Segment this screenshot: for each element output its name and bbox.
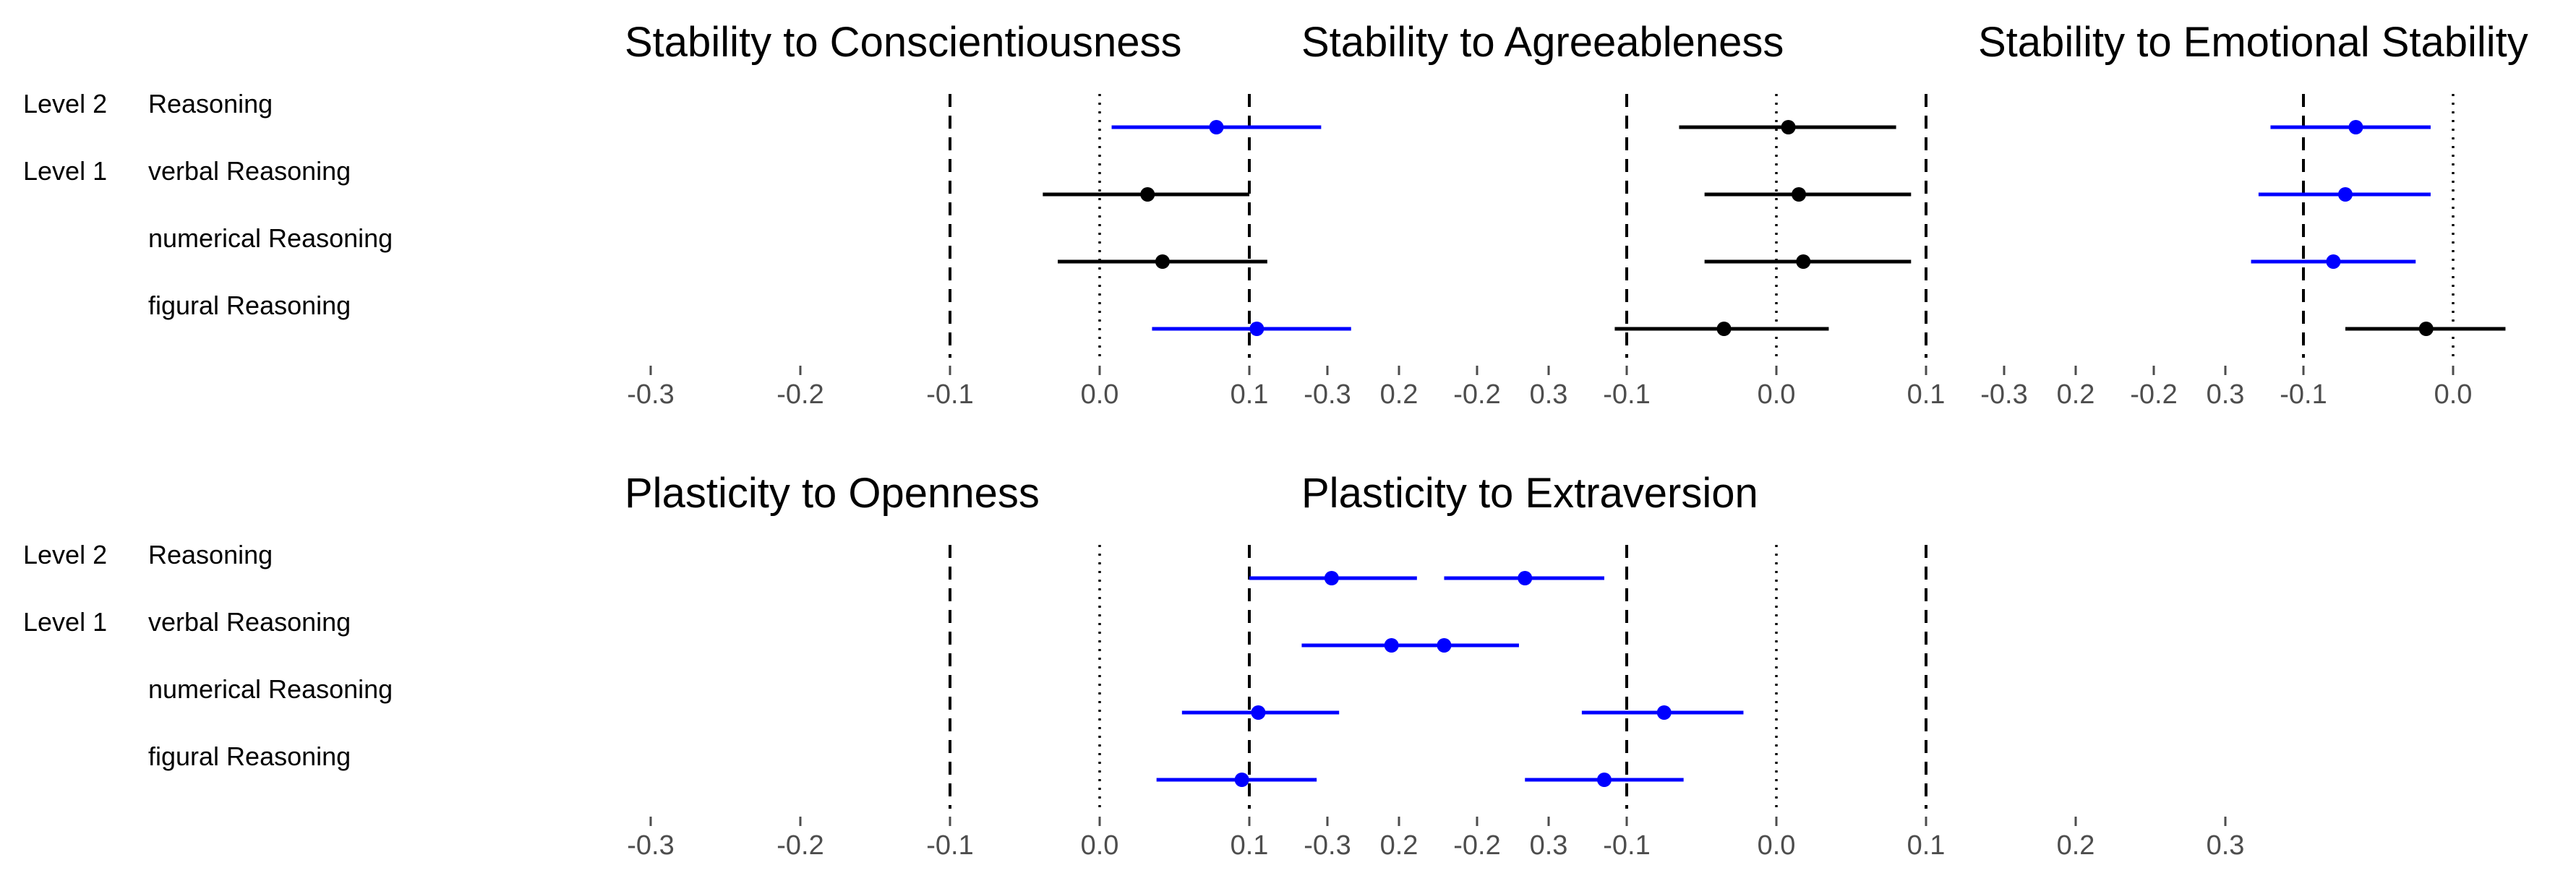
panel-stability-to-emotional-stability: Stability to Emotional Stability -0.3 -0.2… [1978, 19, 2528, 410]
axis-tick-label: 0.0 [1081, 379, 1119, 410]
axis-tick-label: -0.2 [1453, 379, 1500, 410]
point-estimate [1792, 187, 1807, 202]
axis-tick-label: -0.3 [1980, 379, 2027, 410]
panels: Stability to Conscientiousness -0.3 -0.2 -0… [625, 19, 2528, 861]
axis-tick-label: -0.3 [1304, 830, 1351, 861]
axis-tick-label: 0.1 [1231, 379, 1269, 410]
panel-title: Plasticity to Openness [625, 470, 1040, 517]
panel-stability-to-conscientiousness: Stability to Conscientiousness -0.3 -0.2 -0… [625, 19, 1567, 410]
axis-tick-label: 0.1 [1907, 379, 1946, 410]
point-estimate [1251, 705, 1266, 720]
axis-tick-label: -0.2 [2130, 379, 2177, 410]
axis-tick-label: 0.2 [1380, 379, 1418, 410]
point-estimate [1518, 571, 1533, 585]
point-estimate [1596, 773, 1612, 787]
panel-title: Stability to Agreeableness [1301, 19, 1784, 66]
axis-tick-label: 0.0 [1081, 830, 1119, 861]
axis-tick-label: 0.1 [1907, 830, 1946, 861]
point-estimate [1155, 254, 1170, 269]
row-label-numerical-reasoning: numerical Reasoning [148, 223, 393, 253]
axis-tick-label: -0.1 [926, 379, 973, 410]
row-label-verbal-reasoning: verbal Reasoning [148, 607, 351, 637]
axis-tick-label: -0.1 [2280, 379, 2327, 410]
point-estimate [1781, 120, 1796, 134]
axis-tick-label: 0.0 [1758, 830, 1796, 861]
point-estimate [1209, 120, 1224, 134]
axis-tick-label: 0.3 [2207, 379, 2245, 410]
level-label-level-1: Level 1 [23, 156, 107, 186]
axis-tick-label: -0.2 [776, 830, 823, 861]
row-label-figural-reasoning: figural Reasoning [148, 741, 351, 771]
point-estimate [1249, 322, 1265, 336]
panel-plasticity-to-extraversion: Plasticity to Extraversion -0.3 -0.2 -0.1 0.… [1301, 470, 2244, 861]
point-estimate [1324, 571, 1339, 585]
point-estimate [1437, 638, 1452, 653]
row-label-reasoning: Reasoning [148, 540, 273, 569]
axis-tick-label: -0.1 [1603, 830, 1650, 861]
axis-tick-label: 0.2 [1380, 830, 1418, 861]
row-label-numerical-reasoning: numerical Reasoning [148, 674, 393, 704]
point-estimate [1716, 322, 1732, 336]
axis-tick-label: 0.3 [1530, 379, 1568, 410]
axis-tick-label: 0.2 [2057, 830, 2095, 861]
level-label-level-2: Level 2 [23, 89, 107, 119]
row-label-figural-reasoning: figural Reasoning [148, 291, 351, 320]
axis-tick-label: -0.3 [627, 830, 674, 861]
point-estimate [1796, 254, 1811, 269]
panel-title: Plasticity to Extraversion [1301, 470, 1758, 517]
level-label-level-1: Level 1 [23, 607, 107, 637]
panel-plasticity-to-openness: Plasticity to Openness -0.3 -0.2 -0.1 0.0 0.1… [625, 470, 1567, 861]
axis-tick-label: 0.0 [2434, 379, 2473, 410]
axis-tick-label: -0.3 [1304, 379, 1351, 410]
point-estimate [2337, 187, 2353, 202]
row-label-verbal-reasoning: verbal Reasoning [148, 156, 351, 186]
axis-tick-label: -0.2 [1453, 830, 1500, 861]
axis-tick-label: -0.3 [627, 379, 674, 410]
level-label-level-2: Level 2 [23, 540, 107, 569]
axis-tick-label: 0.0 [1758, 379, 1796, 410]
point-estimate [2348, 120, 2363, 134]
axis-tick-label: 0.1 [1231, 830, 1269, 861]
panel-stability-to-agreeableness: Stability to Agreeableness -0.3 -0.2 -0.1 0.… [1301, 19, 2244, 410]
row-labels: Reasoning verbal Reasoning numerical Reaso… [23, 89, 393, 771]
axis-tick-label: -0.1 [926, 830, 973, 861]
point-estimate [1656, 705, 1672, 720]
point-estimate [2326, 254, 2341, 269]
axis-tick-label: 0.2 [2057, 379, 2095, 410]
row-label-reasoning: Reasoning [148, 89, 273, 119]
point-estimate [2418, 322, 2434, 336]
axis-tick-label: 0.3 [1530, 830, 1568, 861]
axis-tick-label: -0.1 [1603, 379, 1650, 410]
point-estimate [1140, 187, 1155, 202]
axis-tick-label: 0.3 [2207, 830, 2245, 861]
axis-tick-label: -0.2 [776, 379, 823, 410]
panel-title: Stability to Emotional Stability [1978, 19, 2528, 66]
panel-title: Stability to Conscientiousness [625, 19, 1182, 66]
point-estimate [1234, 773, 1249, 787]
